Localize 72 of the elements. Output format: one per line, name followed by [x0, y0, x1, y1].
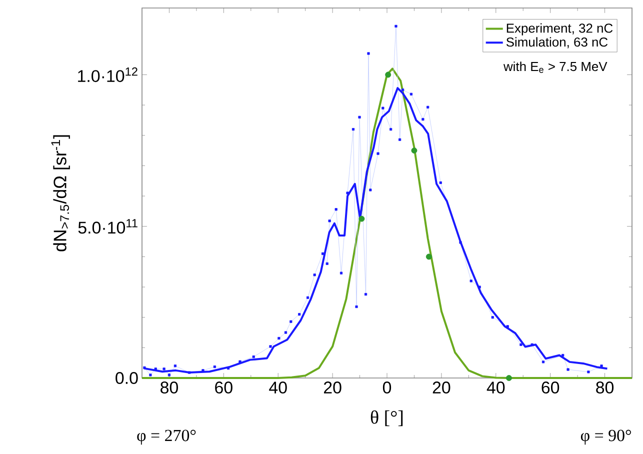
x-tick-label: 40	[486, 382, 505, 394]
point	[382, 106, 384, 110]
point	[506, 375, 512, 381]
point	[390, 128, 392, 131]
point	[252, 355, 255, 358]
point	[422, 118, 424, 121]
point	[269, 345, 272, 348]
point	[154, 368, 157, 370]
point	[346, 192, 349, 194]
text: φ = 270°	[137, 430, 196, 445]
point	[278, 336, 280, 340]
point	[328, 220, 331, 222]
point	[401, 88, 404, 92]
x-axis-title: θ [°]	[370, 410, 403, 426]
point	[426, 254, 432, 260]
point	[470, 280, 472, 282]
point	[238, 360, 242, 363]
point	[587, 370, 590, 374]
point	[369, 188, 372, 192]
x-tick-label: 60	[542, 382, 560, 394]
point	[367, 52, 370, 55]
point	[298, 313, 301, 316]
y-tick-label: 5.0·10$^{11}$	[78, 219, 138, 234]
point	[506, 325, 509, 328]
point	[227, 367, 230, 370]
point	[376, 152, 380, 155]
point	[358, 116, 361, 118]
y-tick-label: 1.0·10$^{12}$	[78, 67, 138, 82]
point	[542, 360, 545, 364]
point	[326, 262, 328, 265]
text: φ = 90°	[580, 430, 631, 445]
point	[394, 24, 398, 28]
point	[284, 331, 288, 334]
y-tick-label: 0.0	[116, 372, 138, 384]
annotation: with E$_{e}$ > 7.5 MeV	[503, 62, 608, 73]
point	[410, 92, 413, 96]
point	[426, 106, 430, 108]
x-tick-label: 80	[596, 382, 614, 394]
point	[385, 72, 392, 78]
x-tick-label: 60	[215, 382, 232, 394]
point	[143, 366, 146, 369]
point	[491, 316, 494, 319]
point	[600, 364, 603, 368]
point	[174, 364, 177, 368]
legend-label: Experiment, 32 nC	[506, 23, 613, 36]
x-tick-label: 20	[324, 382, 342, 394]
point	[520, 343, 522, 346]
point	[340, 272, 343, 274]
point	[364, 293, 368, 296]
x-tick-label: 20	[432, 382, 450, 394]
point	[566, 368, 570, 371]
point	[168, 374, 171, 376]
point	[334, 208, 338, 211]
point	[352, 128, 355, 131]
y-axis-title: dN$_{>7.5}$/dΩ [sr$^{-1}$]	[51, 135, 70, 252]
x-tick-label: 80	[160, 382, 178, 394]
point	[411, 148, 418, 154]
point	[213, 365, 216, 368]
point	[321, 252, 324, 255]
x-tick-label: 40	[269, 382, 287, 394]
point	[290, 320, 292, 323]
point	[355, 305, 358, 308]
point	[306, 296, 310, 299]
point	[358, 216, 365, 222]
point	[562, 354, 564, 357]
point	[439, 181, 442, 184]
x-tick-label: 0	[382, 382, 392, 394]
point	[162, 368, 166, 370]
legend-label: Simulation, 63 nC	[506, 37, 608, 48]
point	[398, 138, 402, 141]
point	[313, 274, 316, 276]
point	[149, 374, 152, 376]
